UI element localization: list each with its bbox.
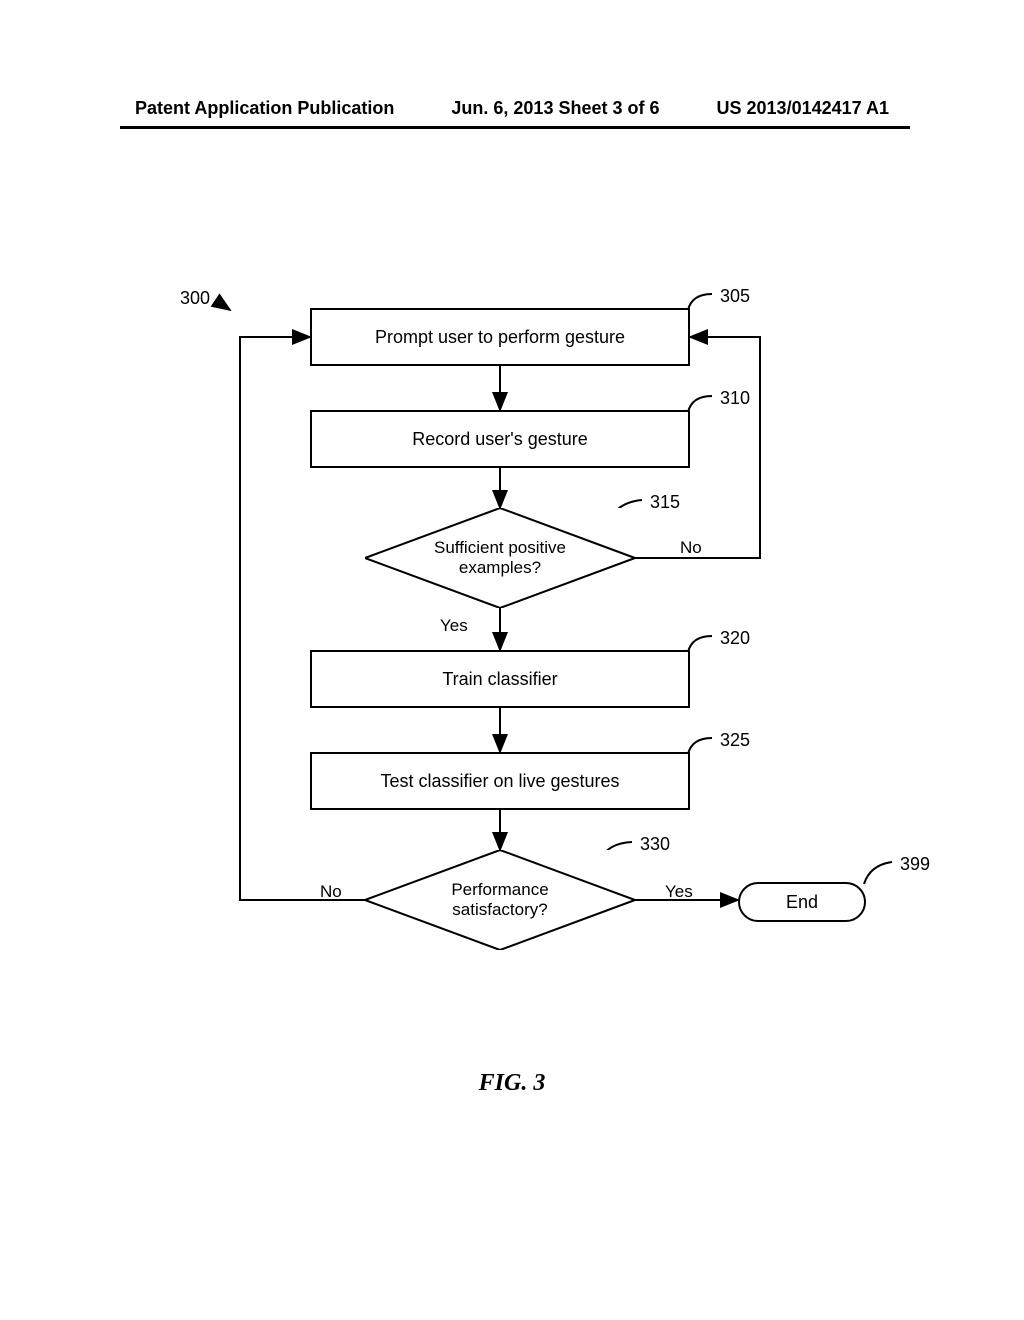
reference-label: 315 [650,492,680,513]
header-right: US 2013/0142417 A1 [717,98,889,119]
decision-box: Performancesatisfactory? [365,850,635,950]
reference-label: 325 [720,730,750,751]
decision-box: Sufficient positiveexamples? [365,508,635,608]
edge-label: No [320,882,342,902]
header-rule [120,126,910,129]
reference-label: 300 [180,288,210,309]
header-left: Patent Application Publication [135,98,394,119]
process-box: Record user's gesture [310,410,690,468]
page-header: Patent Application Publication Jun. 6, 2… [0,98,1024,119]
figure-caption: FIG. 3 [0,1070,1024,1097]
reference-label: 330 [640,834,670,855]
edge-label: No [680,538,702,558]
reference-label: 305 [720,286,750,307]
process-box: Test classifier on live gestures [310,752,690,810]
reference-label: 399 [900,854,930,875]
process-box: Train classifier [310,650,690,708]
header-center: Jun. 6, 2013 Sheet 3 of 6 [451,98,659,119]
flowchart: No Yes No Yes 300 Prompt user to perform gest… [0,280,1024,1080]
reference-label: 310 [720,388,750,409]
decision-label: Performancesatisfactory? [451,880,548,921]
edge-label: Yes [440,616,468,636]
decision-label: Sufficient positiveexamples? [434,538,566,579]
reference-label: 320 [720,628,750,649]
process-box: Prompt user to perform gesture [310,308,690,366]
edge-label: Yes [665,882,693,902]
terminator-box: End [738,882,866,922]
